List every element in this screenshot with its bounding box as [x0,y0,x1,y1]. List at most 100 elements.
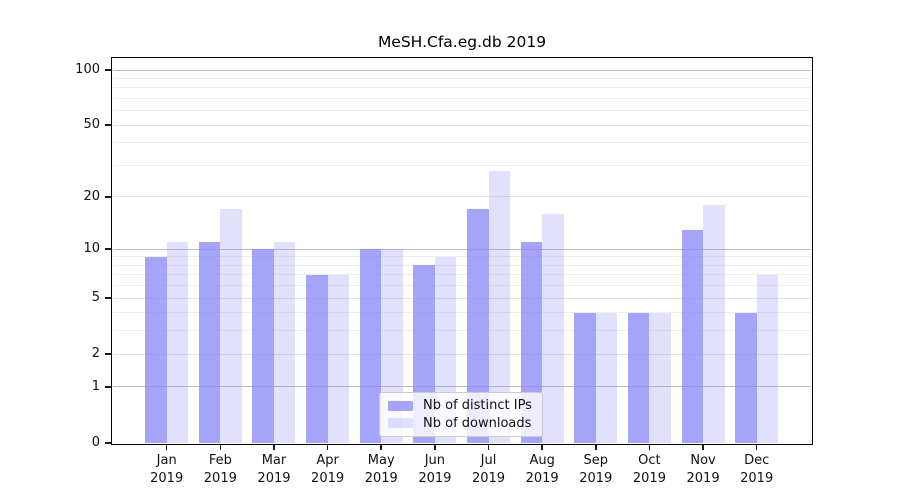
x-tick-month: May [367,453,395,468]
gridline-minor [113,285,811,287]
x-tick-label: Jun 2019 [404,452,466,487]
bar-distinct-ips [145,256,167,443]
x-tick [702,444,704,450]
gridline-minor [113,110,811,112]
x-tick-month: Aug [529,453,555,468]
bar-downloads [542,214,564,443]
bar-distinct-ips [681,229,704,443]
bar-downloads [649,312,671,443]
x-tick-year: 2019 [418,470,452,486]
x-tick [165,444,168,450]
x-tick-year: 2019 [364,470,398,486]
bar-downloads [703,205,725,443]
gridline-major [113,196,811,198]
bar-distinct-ips [627,312,650,443]
bar-distinct-ips [359,249,382,443]
x-tick-year: 2019 [257,470,291,486]
bar-distinct-ips [198,242,221,443]
y-tick-label: 2 [91,346,100,362]
gridline-major [113,297,811,299]
x-tick [380,444,383,450]
gridline-major [113,353,811,355]
gridline-minor [113,142,811,144]
x-tick-month: Apr [316,453,339,468]
plot-area [113,59,811,443]
x-tick-month: Nov [690,453,716,468]
y-tick [104,248,112,250]
x-tick-label: Mar 2019 [243,452,305,487]
x-tick-label: Sep 2019 [565,452,627,487]
gridline-minor [113,256,811,258]
y-tick [104,69,112,71]
x-tick-year: 2019 [686,470,720,486]
y-tick-label: 0 [91,435,100,450]
x-tick-month: Sep [583,453,609,468]
y-tick-label: 20 [83,188,100,204]
gridline-minor [113,312,811,314]
gridline-minor [113,164,811,166]
x-tick-month: Jul [480,453,497,468]
legend-swatch-distinct-ips [388,400,413,411]
x-tick-year: 2019 [311,470,345,486]
bar-distinct-ips [735,312,757,443]
x-tick-label: Feb 2019 [189,452,251,487]
gridline-minor [113,77,811,79]
chart-title: MeSH.Cfa.eg.db 2019 [377,33,547,51]
x-tick-year: 2019 [632,470,666,486]
y-tick [104,386,112,388]
legend-swatch-downloads [388,418,413,429]
gridline-major [113,69,811,71]
gridline-minor [113,274,811,276]
bar-distinct-ips [574,312,596,443]
y-tick [104,297,112,299]
x-tick-month: Oct [638,453,661,468]
x-tick-year: 2019 [203,470,237,486]
x-tick-label: Jul 2019 [458,452,520,487]
x-tick-label: Oct 2019 [618,452,680,487]
bar-distinct-ips [306,274,328,443]
x-tick-year: 2019 [579,470,613,486]
x-tick-label: Apr 2019 [297,452,359,487]
x-tick-year: 2019 [471,470,506,486]
x-tick [594,444,597,450]
legend-label-distinct-ips: Nb of distinct IPs [423,398,532,414]
y-tick [104,442,112,444]
x-tick-label: Aug 2019 [511,452,573,487]
x-tick [648,444,651,450]
legend: Nb of distinct IPs Nb of downloads [379,392,543,437]
x-tick-label: Jan 2019 [136,452,198,487]
gridline-minor [113,264,811,266]
x-tick [219,444,222,450]
gridline-major [113,124,811,126]
x-tick-month: Jan [156,453,177,468]
x-tick-year: 2019 [525,470,559,486]
y-tick-label: 10 [83,241,100,257]
y-tick [104,196,112,198]
bar-downloads [327,274,350,443]
bar-downloads [488,170,511,443]
x-tick [541,444,543,450]
gridline-minor [113,97,811,99]
x-tick [273,444,275,450]
y-tick [104,353,112,355]
y-tick-label: 1 [91,378,100,394]
x-tick-label: May 2019 [350,452,412,487]
x-tick [326,444,329,450]
y-tick-label: 100 [75,62,100,77]
x-tick [434,444,436,450]
x-tick-month: Feb [208,453,232,468]
gridline-major [113,248,811,250]
bar-downloads [220,209,242,443]
bar-downloads [166,242,189,443]
x-tick-month: Mar [261,453,287,468]
x-tick-month: Dec [744,453,770,468]
bar-downloads [756,274,779,443]
x-tick-label: Dec 2019 [726,452,788,487]
bar-distinct-ips [252,249,274,443]
legend-item-downloads: Nb of downloads [388,415,532,433]
x-tick [755,444,758,450]
y-tick-label: 50 [83,117,100,133]
y-tick-label: 5 [91,290,100,306]
x-tick-year: 2019 [150,470,184,486]
